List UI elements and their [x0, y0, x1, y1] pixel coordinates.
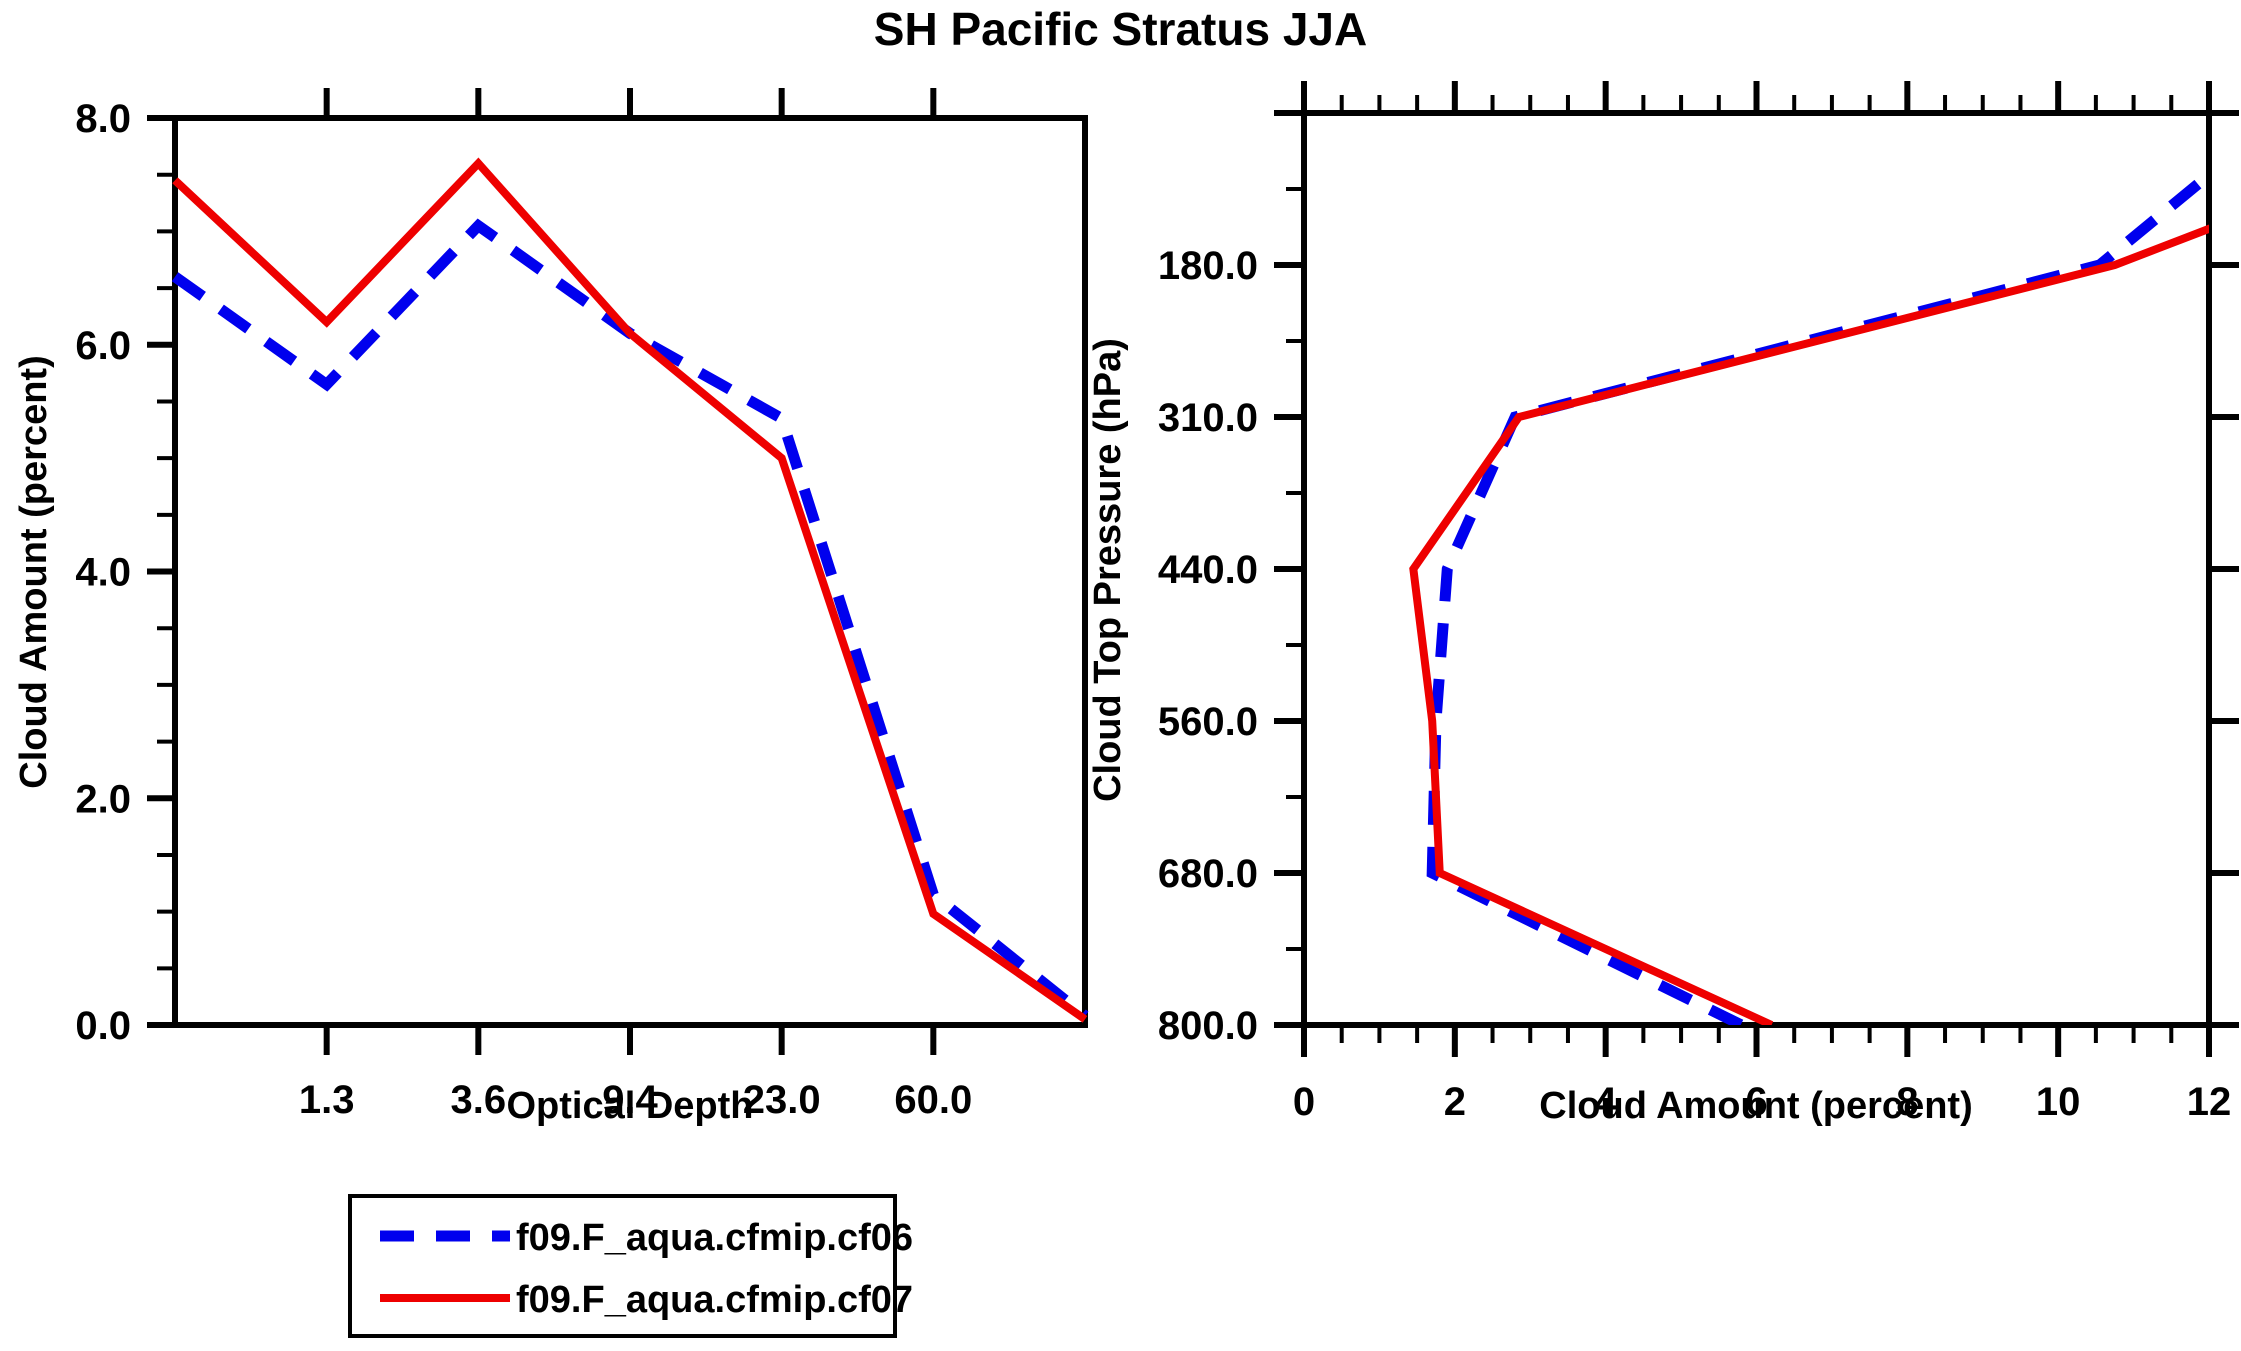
legend-items: f09.F_aqua.cfmip.cf06 f09.F_aqua.cfmip.cf… [380, 1217, 913, 1321]
right-x-tick-label: 10 [2036, 1080, 2081, 1124]
right-x-tick-label: 12 [2187, 1080, 2232, 1124]
left-panel: 1.3 3.6 9.4 23.0 60.0 0.0 2.0 4.0 6.0 8.0 Optica… [13, 88, 1089, 1127]
right-y-tick-label: 680.0 [1158, 852, 1258, 896]
right-panel-ticks [1274, 81, 2239, 1057]
right-y-tick-label: 310.0 [1158, 396, 1258, 440]
page-title: SH Pacific Stratus JJA [873, 3, 1368, 55]
left-panel-frame [172, 115, 1088, 1028]
right-x-tick-label: 6 [1745, 1080, 1767, 1124]
right-panel-y-tick-labels: 180.0 310.0 440.0 560.0 680.0 800.0 [1158, 244, 1258, 1048]
legend: f09.F_aqua.cfmip.cf06 f09.F_aqua.cfmip.cf… [348, 1194, 913, 1338]
left-y-tick-label: 0.0 [75, 1004, 131, 1048]
left-y-tick-label: 6.0 [75, 324, 131, 368]
left-x-tick-label: 60.0 [894, 1078, 972, 1122]
legend-label-0: f09.F_aqua.cfmip.cf06 [516, 1217, 913, 1259]
right-panel-frame [1301, 110, 2212, 1028]
right-panel-series [1409, 167, 2209, 1025]
left-y-tick-label: 8.0 [75, 97, 131, 141]
right-y-tick-label: 560.0 [1158, 700, 1258, 744]
left-x-tick-label: 23.0 [743, 1078, 821, 1122]
left-series-line-0 [171, 218, 1089, 1021]
legend-frame [348, 1194, 897, 1338]
left-x-tick-label: 3.6 [451, 1078, 507, 1122]
right-x-tick-label: 0 [1293, 1080, 1315, 1124]
right-panel-y-axis-title: Cloud Top Pressure (hPa) [1087, 338, 1129, 802]
left-panel-y-tick-labels: 0.0 2.0 4.0 6.0 8.0 [75, 97, 131, 1048]
left-panel-x-axis-title: Optical Depth [506, 1085, 753, 1127]
right-x-tick-label: 4 [1595, 1080, 1618, 1124]
right-panel: 0 2 4 6 8 10 12 180.0 310.0 440.0 560.0 680.0 800.0… [1087, 81, 2239, 1127]
left-x-tick-label: 9.4 [602, 1078, 658, 1122]
left-y-tick-label: 4.0 [75, 551, 131, 595]
legend-label-1: f09.F_aqua.cfmip.cf07 [516, 1279, 913, 1321]
right-y-tick-label: 440.0 [1158, 548, 1258, 592]
right-series-line-1 [1409, 224, 2209, 1025]
left-panel-y-axis-title: Cloud Amount (percent) [13, 355, 55, 788]
right-panel-x-tick-labels: 0 2 4 6 8 10 12 [1293, 1080, 2231, 1124]
right-y-tick-label: 180.0 [1158, 244, 1258, 288]
right-y-tick-label: 800.0 [1158, 1004, 1258, 1048]
right-x-tick-label: 2 [1444, 1080, 1466, 1124]
right-series-line-0 [1426, 167, 2209, 1025]
right-x-tick-label: 8 [1896, 1080, 1918, 1124]
left-series-line-1 [172, 157, 1088, 1023]
left-x-tick-label: 1.3 [299, 1078, 355, 1122]
left-panel-x-tick-labels: 1.3 3.6 9.4 23.0 60.0 [299, 1078, 972, 1122]
right-panel-x-axis-title: Cloud Amount (percent) [1539, 1085, 1972, 1127]
left-panel-series [171, 157, 1089, 1023]
left-y-tick-label: 2.0 [75, 777, 131, 821]
